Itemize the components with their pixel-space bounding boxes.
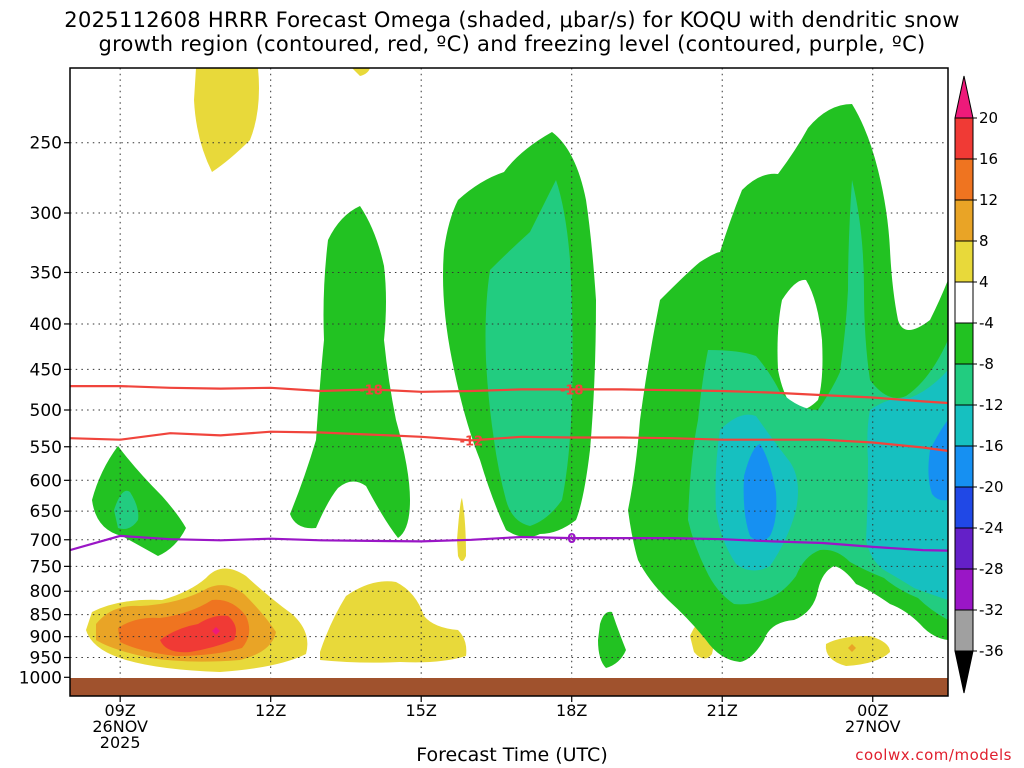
x-tick-label: 09Z [105,701,136,720]
contour-dendritic-top [70,385,948,405]
omega-area-positive [352,68,370,76]
y-tick-label: 1000 [19,668,62,688]
colorbar-box [954,445,974,488]
x-tick-label: 15Z [406,701,437,720]
y-tick-label: 350 [30,263,62,283]
y-tick-label: 750 [30,557,62,577]
omega-area-negative [598,611,626,668]
y-tick-label: 550 [30,438,62,458]
omega-shading [86,68,948,672]
colorbar-label: -36 [979,642,1004,660]
contour-label: -12 [460,434,484,449]
colorbar-label: -20 [979,478,1004,496]
x-tick-label: 21Z [707,701,738,720]
omega-area-negative-8 [485,180,573,526]
x-tick-label: 26NOV [92,717,148,736]
x-tick-label: 00Z [857,701,888,720]
y-tick-label: 900 [30,628,62,648]
y-tick-label: 650 [30,502,62,522]
grid [70,68,948,696]
colorbar-label: -32 [979,601,1004,619]
y-tick-label: 600 [30,471,62,491]
colorbar-box [954,568,974,611]
colorbar-label: 20 [979,109,998,127]
colorbar-box [954,158,974,201]
y-tick-label: 800 [30,582,62,602]
colorbar-box [954,322,974,365]
colorbar-box [954,281,974,324]
omega-area-positive-16 [160,615,236,653]
omega-area-positive [194,68,259,172]
omega-area-negative [92,446,186,556]
colorbar-label: -16 [979,437,1004,455]
y-tick-label: 950 [30,649,62,669]
omega-area-positive [825,636,890,666]
chart-title-line2: growth region (contoured, red, ºC) and f… [98,32,926,56]
y-tick-label: 700 [30,531,62,551]
colorbar-max-arrow [954,75,974,119]
colorbar-box [954,609,974,652]
omega-area-negative-16 [743,444,777,541]
y-tick-label: 500 [30,401,62,421]
colorbar-label: 16 [979,150,998,168]
omega-area-neutral [777,279,823,411]
contour-label: 0 [567,532,576,547]
colorbar-label: 12 [979,191,998,209]
colorbar-box [954,199,974,242]
y-tick-label: 250 [30,134,62,154]
colorbar-label: -24 [979,519,1004,537]
colorbar-box [954,363,974,406]
colorbar: 20 16 12 8 4 -4 -8 -12 -16 -20 -24 -28 -32 -36 [954,75,1004,694]
chart-title-line1: 2025112608 HRRR Forecast Omega (shaded, … [64,8,960,32]
omega-area-positive [457,498,466,561]
colorbar-label: 4 [979,273,989,291]
colorbar-label: -28 [979,560,1004,578]
colorbar-label: -12 [979,396,1004,414]
colorbar-box [954,527,974,570]
plot-frame [69,67,949,697]
x-axis-title: Forecast Time (UTC) [416,744,608,766]
omega-area-negative [290,206,410,538]
y-tick-label: 400 [30,315,62,335]
omega-area-positive-8 [848,644,856,652]
colorbar-min-arrow [954,650,974,694]
colorbar-label: -4 [979,314,994,332]
contour-freezing-level [70,534,948,552]
y-tick-label: 450 [30,360,62,380]
colorbar-box [954,486,974,529]
x-tick-label: 18Z [556,701,587,720]
contour-label: -18 [560,383,584,398]
y-axis: 2503003504004505005506006507007508008509… [19,134,70,688]
x-tick-label: 2025 [100,733,141,752]
colorbar-box [954,404,974,447]
credit-link[interactable]: coolwx.com/models [855,746,1012,764]
contour-dendritic-bottom [70,430,948,452]
x-tick-label: 27NOV [845,717,901,736]
contour-label: -18 [359,383,383,398]
ground-surface [70,678,948,696]
omega-area-negative-12 [866,370,948,600]
y-tick-label: 300 [30,204,62,224]
colorbar-label: 8 [979,232,989,250]
x-tick-label: 12Z [255,701,286,720]
colorbar-box [954,240,974,283]
y-tick-label: 850 [30,606,62,626]
omega-area-positive-20 [212,627,220,635]
colorbar-box [954,117,974,160]
omega-area-positive [320,581,467,663]
colorbar-label: -8 [979,355,994,373]
contour-lines: -18 -18 -12 0 [70,383,948,552]
